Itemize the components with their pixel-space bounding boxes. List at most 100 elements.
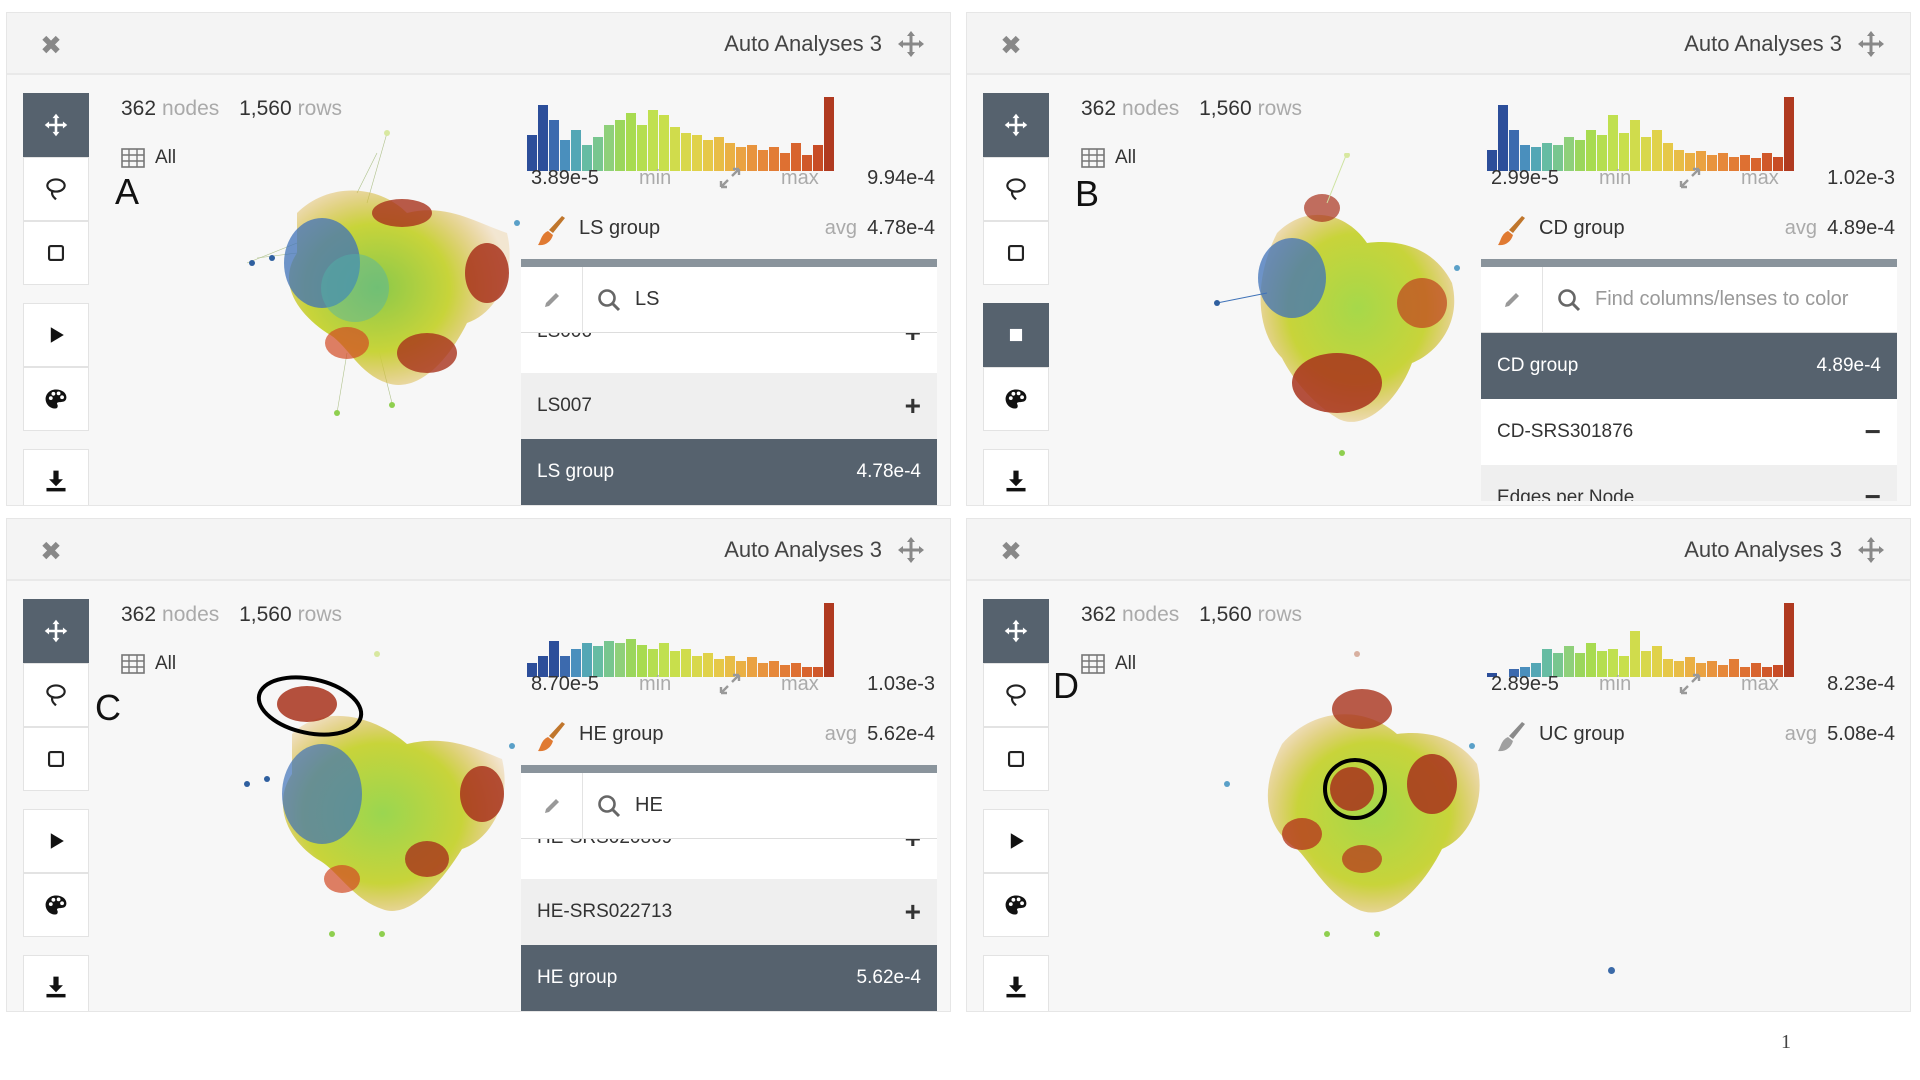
lens-picker: HE HE-SRS020869 + HE-SRS022713 + HE grou… [521, 765, 937, 1011]
highlight-circle [256, 675, 364, 737]
list-item-selected[interactable]: LS group 4.78e-4 [521, 439, 937, 505]
rectangle-select-button[interactable] [983, 221, 1049, 285]
drag-handle-icon[interactable] [1856, 29, 1886, 59]
lens-search-row: LS [521, 266, 937, 333]
add-icon[interactable]: + [905, 839, 921, 855]
pencil-icon[interactable] [521, 266, 583, 333]
lasso-tool-button[interactable] [983, 157, 1049, 221]
network-graph[interactable] [237, 113, 537, 433]
close-icon[interactable]: ✖ [1000, 536, 1022, 566]
lens-picker: Find columns/lenses to color CD group 4.… [1481, 259, 1897, 505]
list-item[interactable]: HE-SRS020869 + [521, 839, 937, 879]
drag-handle-icon[interactable] [896, 535, 926, 565]
graph-node [514, 220, 520, 226]
download-button[interactable] [23, 955, 89, 1011]
pencil-icon[interactable] [521, 772, 583, 839]
play-button[interactable] [983, 809, 1049, 873]
avg-value: 5.08e-4 [1827, 723, 1895, 745]
lens-picker-bar [521, 259, 937, 267]
row-filter[interactable]: All [1081, 147, 1136, 169]
network-graph[interactable] [1197, 153, 1497, 463]
search-icon [583, 793, 635, 819]
lasso-tool-button[interactable] [23, 663, 89, 727]
move-tool-button[interactable] [983, 93, 1049, 157]
list-item[interactable]: CD-SRS301876 − [1481, 399, 1897, 465]
list-item-value: 4.89e-4 [1816, 355, 1881, 376]
highlight-circle [1323, 758, 1387, 820]
play-button[interactable] [23, 303, 89, 367]
add-icon[interactable]: + [905, 333, 921, 349]
list-item-label: Edges per Node [1497, 487, 1635, 501]
palette-button[interactable] [23, 873, 89, 937]
move-icon [44, 619, 68, 643]
remove-icon[interactable]: − [1864, 481, 1881, 501]
list-item[interactable]: Edges per Node − [1481, 465, 1897, 501]
row-filter[interactable]: All [1081, 653, 1136, 675]
rectangle-select-icon [47, 750, 65, 768]
move-tool-button[interactable] [983, 599, 1049, 663]
pencil-icon[interactable] [1481, 266, 1543, 333]
graph-node [1454, 265, 1460, 271]
palette-icon [1005, 895, 1027, 915]
graph-node [1224, 781, 1230, 787]
expand-icon[interactable] [717, 165, 743, 191]
node-cluster-red [277, 686, 337, 722]
filter-label: All [155, 147, 177, 168]
stop-button[interactable] [983, 303, 1049, 367]
avg-value: 5.62e-4 [867, 723, 935, 745]
min-label: min [639, 673, 672, 695]
drag-handle-icon[interactable] [896, 29, 926, 59]
list-item-selected[interactable]: CD group 4.89e-4 [1481, 333, 1897, 399]
list-item-value: 4.78e-4 [856, 461, 921, 482]
row-count: 1,560 [1199, 97, 1252, 120]
tool-strip [23, 599, 89, 1011]
list-item-selected[interactable]: HE group 5.62e-4 [521, 945, 937, 1011]
download-button[interactable] [23, 449, 89, 505]
move-tool-button[interactable] [23, 93, 89, 157]
drag-handle-icon[interactable] [1856, 535, 1886, 565]
palette-button[interactable] [983, 367, 1049, 431]
min-value: 8.70e-5 [531, 673, 599, 695]
page-number: 1 [1781, 1031, 1791, 1053]
palette-icon [45, 895, 67, 915]
palette-button[interactable] [983, 873, 1049, 937]
list-item[interactable]: LS007 + [521, 373, 937, 439]
lens-list: LS006 + LS007 + LS group 4.78e-4 [521, 333, 937, 505]
play-button[interactable] [23, 809, 89, 873]
expand-icon[interactable] [1677, 671, 1703, 697]
lasso-tool-button[interactable] [983, 663, 1049, 727]
avg-value: 4.78e-4 [867, 217, 935, 239]
close-icon[interactable]: ✖ [1000, 30, 1022, 60]
add-icon[interactable]: + [904, 390, 921, 421]
graph-node [389, 402, 395, 408]
network-graph[interactable] [232, 634, 542, 964]
search-input[interactable]: HE [635, 794, 663, 816]
row-filter[interactable]: All [121, 653, 176, 675]
download-button[interactable] [983, 955, 1049, 1011]
expand-icon[interactable] [1677, 165, 1703, 191]
rectangle-select-button[interactable] [983, 727, 1049, 791]
list-item[interactable]: HE-SRS022713 + [521, 879, 937, 945]
network-graph[interactable] [1212, 634, 1532, 964]
search-input[interactable]: LS [635, 288, 660, 310]
expand-icon[interactable] [717, 671, 743, 697]
node-cluster-red [1332, 689, 1392, 729]
close-icon[interactable]: ✖ [40, 30, 62, 60]
download-button[interactable] [983, 449, 1049, 505]
rectangle-select-button[interactable] [23, 221, 89, 285]
add-icon[interactable]: + [904, 896, 921, 927]
move-tool-button[interactable] [23, 599, 89, 663]
search-input[interactable]: Find columns/lenses to color [1595, 288, 1849, 310]
lasso-icon [1006, 178, 1026, 201]
avg-label: avg [824, 217, 857, 239]
download-icon [46, 976, 66, 998]
remove-icon[interactable]: − [1864, 416, 1881, 447]
list-item[interactable]: LS006 + [521, 333, 937, 373]
graph-node [249, 260, 255, 266]
tool-strip [983, 599, 1049, 1011]
row-filter[interactable]: All [121, 147, 176, 169]
lasso-tool-button[interactable] [23, 157, 89, 221]
rectangle-select-button[interactable] [23, 727, 89, 791]
close-icon[interactable]: ✖ [40, 536, 62, 566]
palette-button[interactable] [23, 367, 89, 431]
